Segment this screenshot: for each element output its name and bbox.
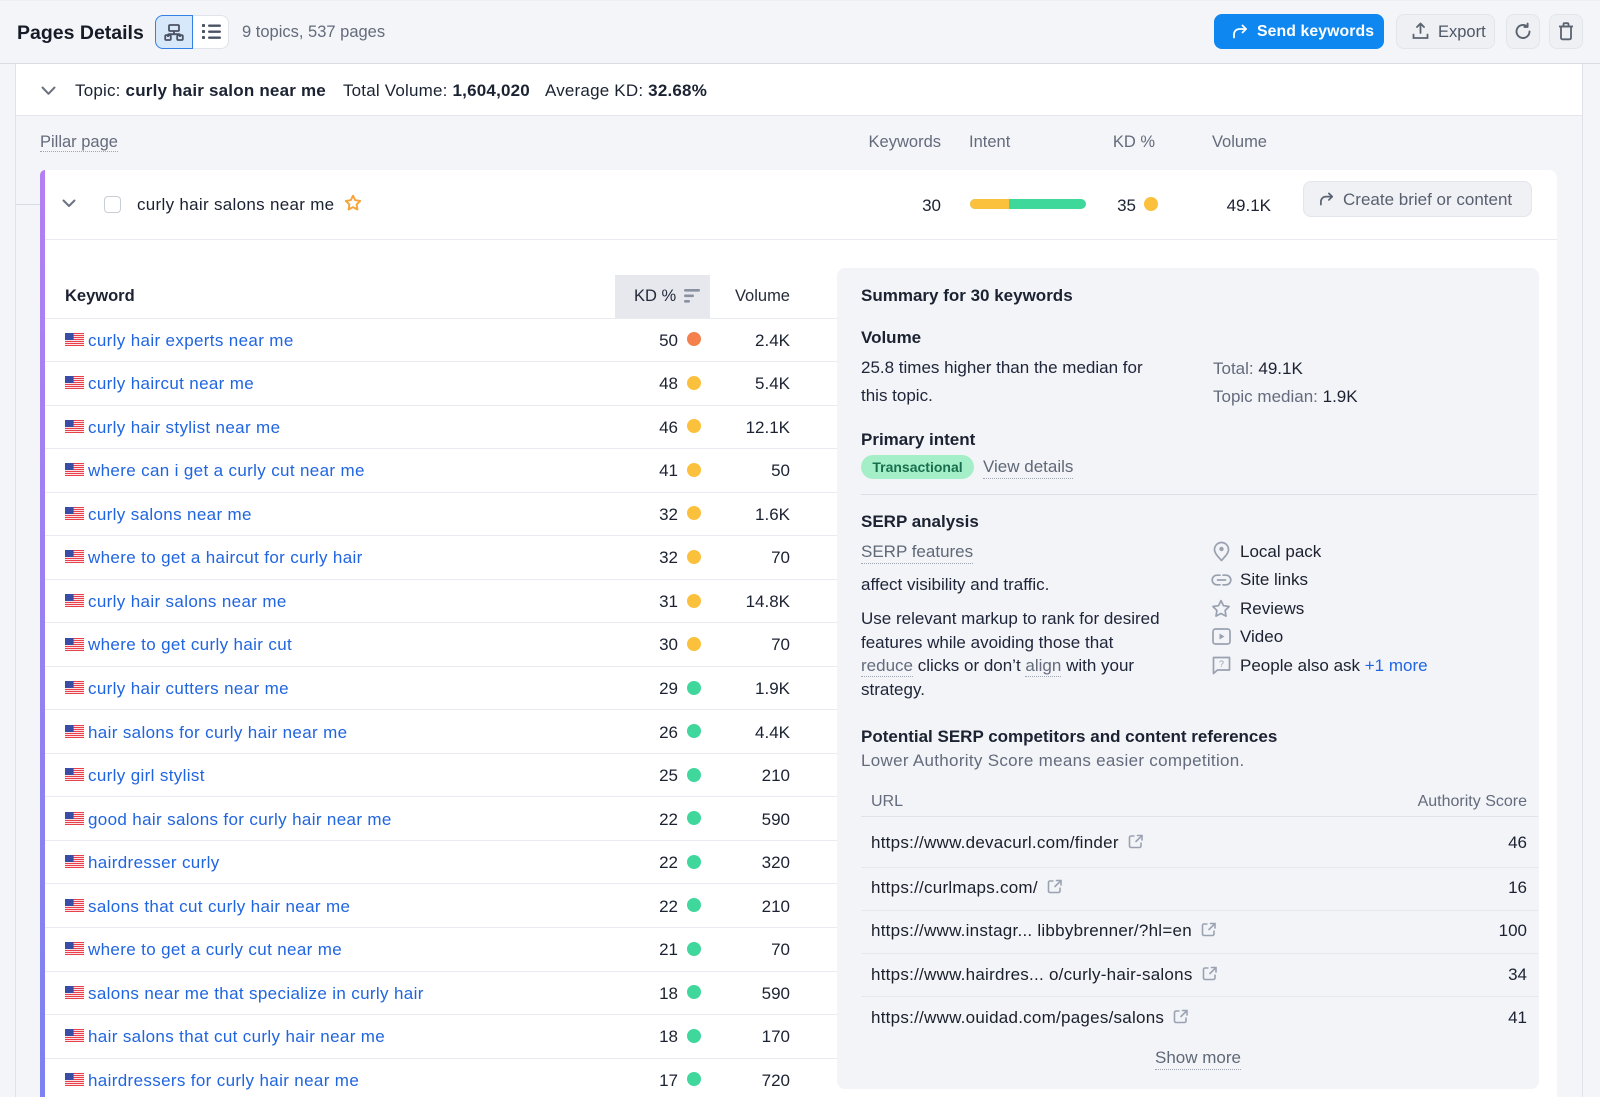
svg-text:?: ? bbox=[1219, 659, 1224, 669]
